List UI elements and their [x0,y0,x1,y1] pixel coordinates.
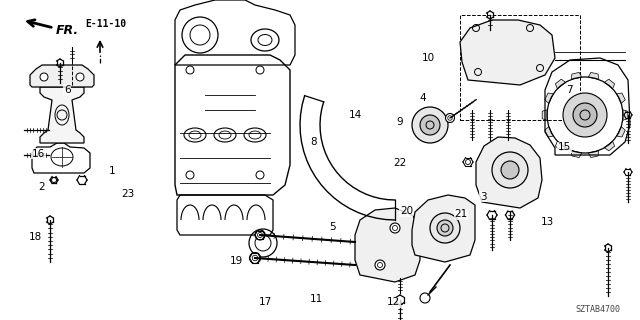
Circle shape [412,107,448,143]
Polygon shape [30,65,94,87]
Circle shape [378,262,383,268]
Circle shape [501,161,519,179]
Text: SZTAB4700: SZTAB4700 [575,305,620,314]
Circle shape [40,73,48,81]
Circle shape [445,114,454,123]
Polygon shape [588,150,598,157]
Text: 8: 8 [310,137,317,148]
Text: 14: 14 [349,110,362,120]
Text: 3: 3 [480,192,486,202]
Polygon shape [412,195,475,262]
Text: 10: 10 [422,52,435,63]
Text: 20: 20 [400,206,413,216]
Text: 18: 18 [29,232,42,242]
Polygon shape [355,208,420,282]
Polygon shape [616,93,625,103]
Polygon shape [545,93,554,103]
Circle shape [257,233,262,237]
Circle shape [392,226,397,230]
Polygon shape [40,87,84,143]
Circle shape [252,255,258,261]
Polygon shape [556,141,566,151]
Text: 16: 16 [32,148,45,159]
Circle shape [255,230,265,240]
Text: 19: 19 [230,256,243,266]
Text: 4: 4 [419,92,426,103]
Text: 11: 11 [310,294,323,304]
Polygon shape [32,143,90,173]
Circle shape [375,260,385,270]
Circle shape [51,178,56,182]
Polygon shape [476,137,542,208]
Text: 13: 13 [541,217,554,228]
Circle shape [250,252,260,263]
Text: 2: 2 [38,182,45,192]
Circle shape [430,213,460,243]
Text: 6: 6 [64,84,70,95]
Polygon shape [542,110,547,120]
Circle shape [390,223,400,233]
Text: 21: 21 [454,209,467,220]
Polygon shape [604,141,614,151]
Circle shape [437,220,453,236]
Text: E-11-10: E-11-10 [85,19,126,29]
Polygon shape [460,20,555,85]
Polygon shape [572,150,582,157]
Circle shape [420,115,440,135]
Text: 7: 7 [566,84,573,95]
Polygon shape [572,72,582,79]
Circle shape [563,93,607,137]
Text: 9: 9 [397,116,403,127]
Text: 17: 17 [259,297,272,308]
Polygon shape [556,79,566,89]
Circle shape [76,73,84,81]
Polygon shape [616,127,625,137]
Circle shape [573,103,597,127]
Polygon shape [623,110,628,120]
Text: 1: 1 [109,166,115,176]
Bar [460,15,580,120]
Text: 22: 22 [394,158,406,168]
Text: 12: 12 [387,297,400,308]
Circle shape [492,152,528,188]
Circle shape [448,116,452,120]
Text: 5: 5 [330,222,336,232]
Text: FR.: FR. [56,23,79,36]
Text: 15: 15 [558,142,571,152]
Text: 23: 23 [122,188,134,199]
Polygon shape [545,127,554,137]
Polygon shape [604,79,614,89]
Polygon shape [588,72,598,79]
